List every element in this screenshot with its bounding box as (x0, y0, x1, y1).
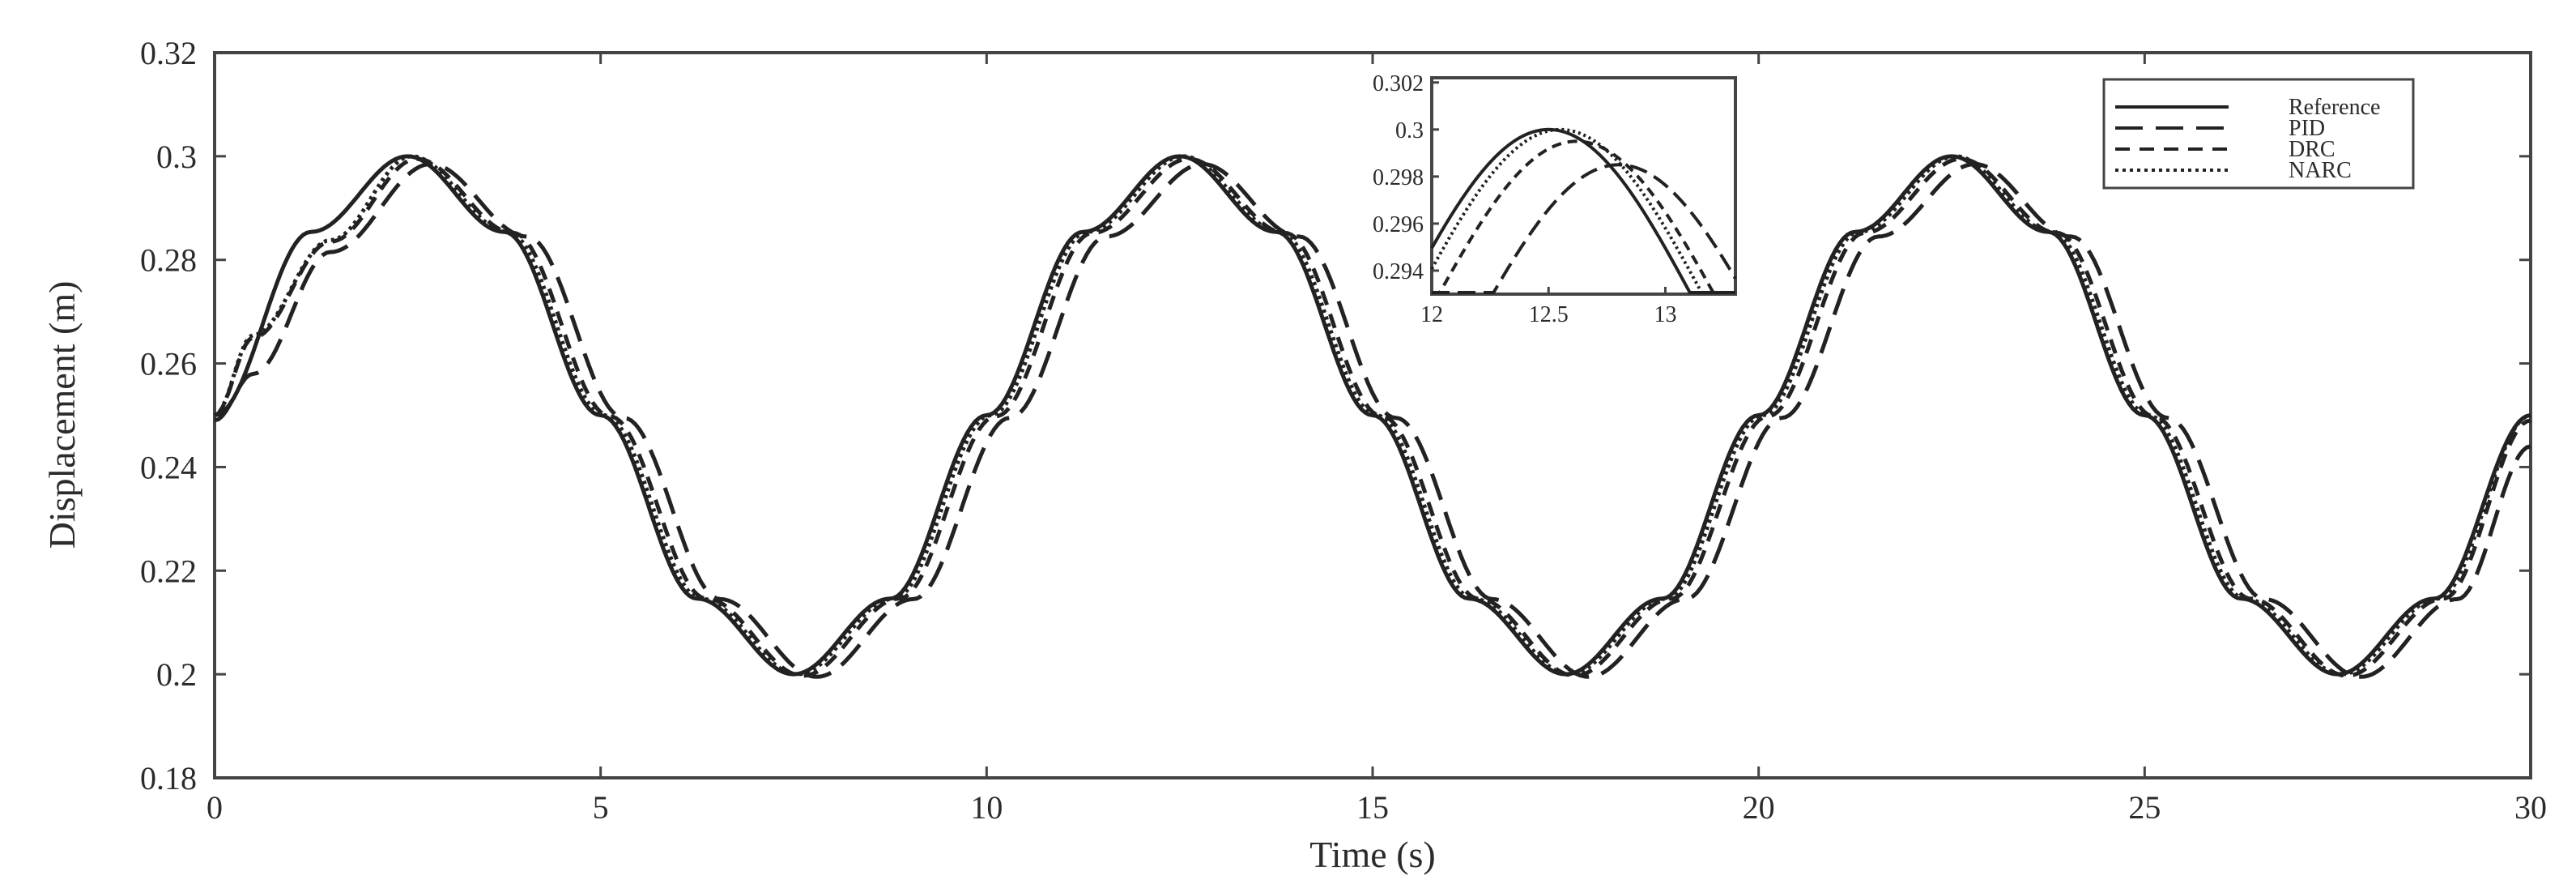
x-tick-label: 0 (207, 789, 223, 826)
y-tick-label: 0.24 (140, 449, 197, 485)
inset-series-group (1430, 127, 1737, 294)
y-tick-label: 0.32 (140, 35, 197, 71)
legend-label-reference: Reference (2289, 95, 2380, 120)
main-series-group (213, 154, 2531, 679)
legend-label-drc: DRC (2289, 137, 2335, 162)
inset-y-tick-label: 0.3 (1395, 118, 1424, 143)
inset-series-line-reference (1430, 127, 1735, 294)
inset-plot-frame (1430, 76, 1737, 296)
y-tick-label: 0.26 (140, 346, 197, 382)
inset-x-tick-label: 13 (1654, 302, 1676, 327)
inset-y-tick-label: 0.298 (1373, 165, 1424, 190)
main-axis-ticks: 0 5 10 15 20 25 30 0.18 0.2 0.22 0.24 0.26 0.28 0.3 0.… (140, 35, 2547, 826)
inset-x-tick-label: 12.5 (1529, 302, 1569, 327)
y-axis-title: Displacement (m) (41, 281, 83, 549)
x-tick-label: 25 (2128, 789, 2161, 826)
series-line-drc (213, 156, 2531, 678)
x-tick-label: 10 (970, 789, 1003, 826)
inset-axis-ticks: 12 12.5 13 0.294 0.296 0.298 0.3 0.302 (1373, 71, 1676, 327)
y-tick-label: 0.22 (140, 553, 197, 589)
x-tick-label: 30 (2514, 789, 2547, 826)
legend-label-pid: PID (2289, 116, 2325, 141)
inset-series-line-drc (1432, 139, 1735, 294)
legend-label-narc: NARC (2289, 158, 2352, 183)
y-tick-label: 0.28 (140, 242, 197, 279)
series-line-narc (213, 154, 2531, 677)
x-tick-label: 20 (1743, 789, 1775, 826)
x-tick-label: 15 (1356, 789, 1389, 826)
x-axis-title: Time (s) (1309, 834, 1436, 875)
inset-x-tick-label: 12 (1420, 302, 1443, 327)
inset-y-tick-label: 0.302 (1373, 71, 1424, 96)
inset-y-tick-label: 0.294 (1373, 259, 1424, 284)
legend-box (2102, 78, 2415, 190)
inset-y-tick-label: 0.296 (1373, 212, 1424, 237)
inset-series-line-pid (1432, 163, 1737, 294)
series-line-pid (214, 161, 2531, 679)
inset-series-line-narc (1430, 127, 1735, 294)
y-tick-label: 0.2 (156, 656, 197, 693)
y-tick-label: 0.3 (156, 139, 197, 175)
y-tick-label: 0.18 (140, 760, 197, 796)
x-tick-label: 5 (593, 789, 609, 826)
